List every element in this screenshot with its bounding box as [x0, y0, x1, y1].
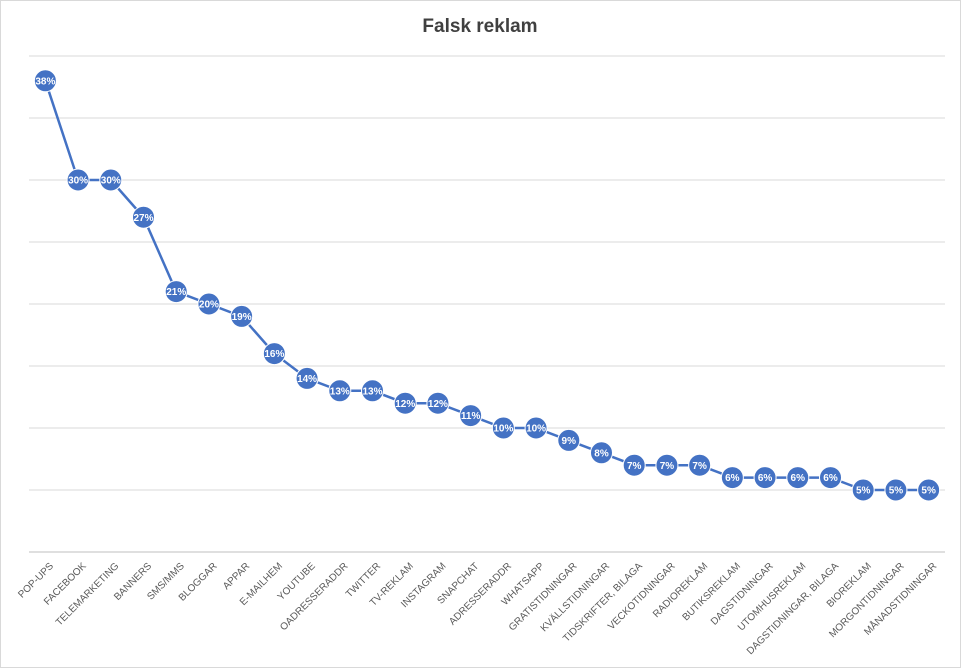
marker: [786, 466, 810, 490]
data-label: 6%: [758, 473, 773, 484]
marker: [720, 466, 744, 490]
data-label: 30%: [101, 176, 121, 187]
data-label: 5%: [856, 486, 871, 497]
marker: [753, 466, 777, 490]
data-label: 10%: [526, 424, 546, 435]
marker: [655, 453, 679, 477]
marker: [524, 416, 548, 440]
marker: [590, 441, 613, 465]
marker: [688, 453, 712, 477]
data-label: 13%: [330, 386, 350, 397]
data-label: 10%: [493, 424, 513, 435]
marker: [557, 428, 581, 452]
marker: [819, 466, 842, 490]
marker: [262, 342, 286, 366]
marker: [295, 366, 319, 390]
marker: [132, 205, 155, 229]
data-label: 9%: [562, 436, 577, 447]
data-label: 6%: [791, 473, 806, 484]
data-label: 7%: [660, 461, 675, 472]
data-label: 19%: [232, 312, 252, 323]
data-label: 5%: [889, 486, 904, 497]
data-label: 6%: [725, 473, 740, 484]
data-label: 20%: [199, 300, 219, 311]
data-label: 7%: [692, 461, 707, 472]
marker: [459, 404, 483, 428]
data-label: 6%: [823, 473, 838, 484]
marker: [361, 379, 384, 403]
data-label: 8%: [594, 448, 609, 459]
data-label: 30%: [68, 176, 88, 187]
marker: [851, 478, 875, 502]
marker: [99, 168, 123, 192]
data-label: 13%: [362, 386, 382, 397]
data-label: 7%: [627, 461, 642, 472]
data-label: 5%: [921, 486, 936, 497]
data-label: 38%: [35, 76, 55, 87]
marker: [164, 280, 188, 304]
chart-title: Falsk reklam: [422, 16, 537, 37]
data-label: 16%: [264, 349, 284, 360]
marker: [917, 478, 941, 502]
data-label: 11%: [461, 411, 481, 422]
data-label: 12%: [428, 399, 448, 410]
data-label: 27%: [133, 213, 153, 224]
line: [44, 80, 929, 492]
data-label: 14%: [297, 374, 317, 385]
marker: [884, 478, 908, 502]
marker: [197, 292, 221, 316]
marker: [33, 69, 57, 93]
data-label: 12%: [395, 399, 415, 410]
marker: [66, 168, 90, 192]
marker: [622, 453, 646, 477]
marker: [491, 416, 515, 440]
marker: [230, 304, 254, 328]
marker: [328, 379, 352, 403]
data-label: 21%: [166, 287, 186, 298]
marker: [393, 391, 417, 415]
marker: [426, 391, 450, 415]
